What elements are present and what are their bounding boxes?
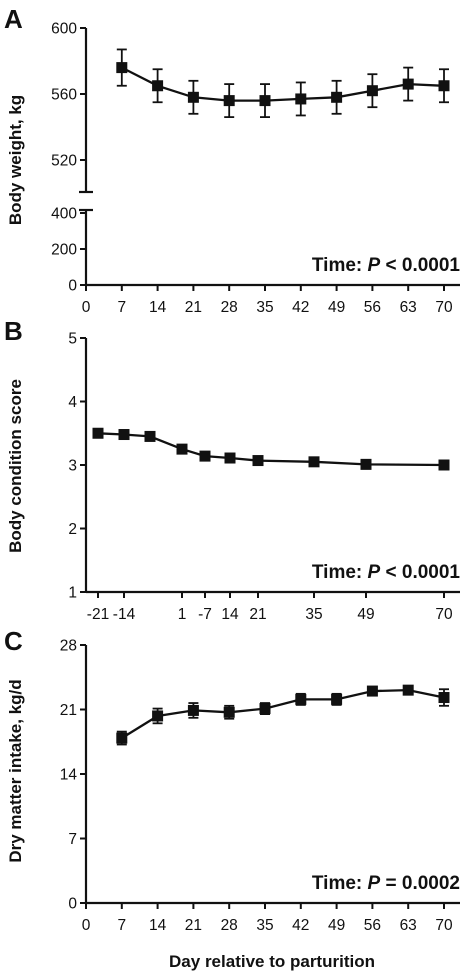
x-tick-label-b: 49 [357,606,374,623]
data-point-b [224,452,236,464]
data-point-a [366,85,378,97]
x-tick-label-c: 42 [292,917,309,934]
data-point-c [402,684,414,696]
x-tick-label-b: 1 [178,606,187,623]
y-tick-label-a-lower: 200 [51,242,77,259]
x-tick-label-a: 21 [185,299,202,316]
series-line-a [121,66,445,102]
panel-letter-a: A [4,4,23,34]
data-point-a [295,93,307,105]
y-tick-label-c: 7 [68,831,77,848]
data-point-c [223,706,235,718]
data-point-a [402,78,414,90]
x-tick-label-b: -14 [113,606,136,623]
stat-annotation-a: Time: P < 0.0001 [312,255,460,276]
y-tick-label-b: 3 [68,458,77,475]
x-tick-label-b: 70 [435,606,453,623]
x-tick-label-c: 0 [82,917,91,934]
y-tick-label-c: 28 [60,638,77,655]
data-point-b [252,455,264,467]
data-point-a [116,62,128,74]
x-tick-label-c: 56 [364,917,381,934]
x-tick-label-c: 35 [256,917,273,934]
data-point-c [259,703,271,715]
data-point-b [360,458,372,470]
panel-a: A Body weight, kg 520 560 600 0 200 400 0 7 14 21… [4,4,460,316]
y-axis-title-b: Body condition score [6,379,25,553]
x-tick-label-b: 14 [221,606,239,623]
stat-annotation-c: Time: P = 0.0002 [312,873,460,894]
data-point-b [176,443,188,455]
data-point-a [331,91,343,103]
y-tick-label-a-lower: 400 [51,206,77,223]
x-tick-label-a: 49 [328,299,345,316]
x-tick-label-a: 56 [364,299,381,316]
data-point-c [295,693,307,705]
data-point-b [144,430,156,442]
data-point-c [187,704,199,716]
y-tick-label-b: 1 [68,585,77,602]
panel-letter-c: C [4,626,23,656]
data-point-a [152,80,164,92]
data-point-a [187,91,199,103]
data-point-c [116,732,128,744]
y-tick-label-a-upper: 560 [51,87,77,104]
y-tick-label-b: 4 [68,394,77,411]
x-tick-label-c: 63 [400,917,417,934]
x-tick-label-a: 7 [117,299,126,316]
x-tick-label-c: 28 [221,917,238,934]
x-tick-label-a: 63 [400,299,417,316]
data-point-a [223,95,235,107]
series-line-c [121,688,445,740]
x-tick-label-c: 70 [435,917,453,934]
data-point-b [438,459,450,471]
data-point-b [199,450,211,462]
data-point-c [152,710,164,722]
y-tick-label-a-upper: 520 [51,153,77,170]
x-tick-label-a: 42 [292,299,309,316]
y-tick-label-c: 14 [60,767,78,784]
panel-b: B Body condition score 1 2 3 4 5 -21 -14 1 -7 14 2… [4,316,460,623]
y-tick-label-b: 2 [68,521,77,538]
data-point-a [438,80,450,92]
x-tick-label-a: 14 [149,299,167,316]
data-point-c [438,692,450,704]
data-point-c [331,693,343,705]
y-tick-label-b: 5 [68,331,77,348]
y-axis-title-a: Body weight, kg [6,95,25,225]
x-tick-label-a: 28 [221,299,238,316]
data-point-b [308,456,320,468]
x-tick-label-b: -7 [198,606,212,623]
x-tick-label-c: 49 [328,917,345,934]
y-tick-label-a-lower: 0 [68,278,77,295]
x-tick-label-c: 7 [117,917,126,934]
stat-annotation-b: Time: P < 0.0001 [312,562,460,583]
x-tick-label-b: -21 [87,606,109,623]
series-line-b [97,432,445,467]
y-axis-title-c: Dry matter intake, kg/d [6,679,25,862]
data-point-b [92,427,104,439]
data-point-c [366,685,378,697]
x-axis-title-c: Day relative to parturition [169,952,375,971]
x-tick-label-c: 14 [149,917,167,934]
x-tick-label-a: 70 [435,299,453,316]
x-tick-label-c: 21 [185,917,202,934]
y-tick-label-a-upper: 600 [51,21,77,38]
y-tick-label-c: 0 [68,896,77,913]
data-point-a [259,95,271,107]
x-tick-label-a: 35 [256,299,273,316]
panel-letter-b: B [4,316,23,346]
x-tick-label-b: 35 [305,606,322,623]
x-tick-label-a: 0 [82,299,91,316]
panel-c: C Dry matter intake, kg/d 0 7 14 21 28 0 7 14 21… [4,626,460,971]
x-tick-label-b: 21 [249,606,266,623]
data-point-b [118,429,130,441]
y-tick-label-c: 21 [60,702,77,719]
